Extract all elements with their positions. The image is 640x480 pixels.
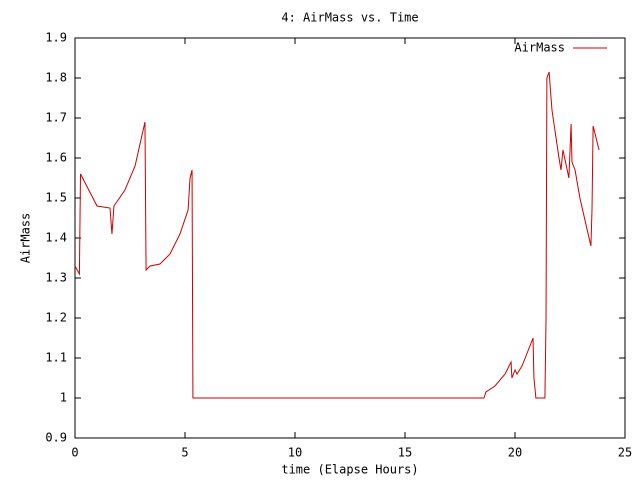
y-axis-label: AirMass [19, 213, 33, 264]
data-line [74, 71, 600, 399]
y-tick-label: 1.8 [45, 71, 67, 85]
x-tick-label: 15 [398, 446, 412, 460]
x-tick-label: 10 [288, 446, 302, 460]
x-tick-label: 0 [71, 446, 78, 460]
y-tick-label: 1 [60, 391, 67, 405]
chart-title: 4: AirMass vs. Time [281, 11, 418, 25]
x-tick-label: 25 [618, 446, 632, 460]
plot-border [74, 37, 626, 439]
y-tick-label: 1.5 [45, 191, 67, 205]
y-tick-label: 1.1 [45, 351, 67, 365]
legend-label: AirMass [514, 41, 565, 55]
y-tick-label: 1.6 [45, 151, 67, 165]
y-tick-label: 1.9 [45, 31, 67, 45]
y-tick-label: 1.4 [45, 231, 67, 245]
x-tick-label: 5 [181, 446, 188, 460]
x-tick-label: 20 [508, 446, 522, 460]
y-tick-label: 1.3 [45, 271, 67, 285]
y-tick-label: 0.9 [45, 431, 67, 445]
y-tick-label: 1.2 [45, 311, 67, 325]
x-axis-label: time (Elapse Hours) [281, 463, 418, 477]
y-tick-label: 1.7 [45, 111, 67, 125]
